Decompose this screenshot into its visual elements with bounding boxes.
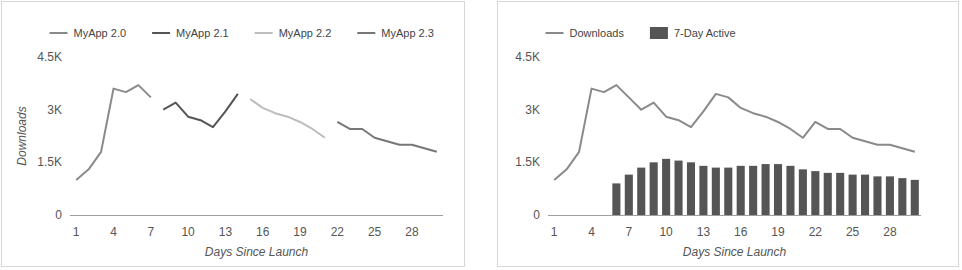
x-tick-label: 10 [181,225,195,239]
legend-swatch [152,32,170,34]
series-line [163,94,238,127]
bar [675,161,683,215]
legend-swatch [650,27,668,39]
bar [799,169,807,215]
legend-label: 7-Day Active [674,27,736,39]
bar [712,168,720,215]
x-tick-label: 25 [846,225,860,239]
x-tick-label: 28 [883,225,897,239]
bar [737,166,745,215]
x-tick-label: 16 [256,225,270,239]
legend-swatch [255,32,273,34]
legend: Downloads 7-Day Active [546,27,736,39]
y-tick-label: 0 [55,208,62,222]
bar [811,171,819,215]
bar [873,176,881,215]
bar [774,164,782,215]
bar [662,159,670,215]
bar [911,180,919,215]
y-tick-label: 1.5K [37,155,62,169]
x-tick-label: 19 [293,225,307,239]
panel-border [2,2,465,267]
x-tick-label: 4 [110,225,117,239]
legend-label: MyApp 2.1 [176,27,229,39]
x-tick-label: 4 [588,225,595,239]
bar [749,166,757,215]
x-axis-title: Days Since Launch [683,245,787,259]
legend-label: MyApp 2.0 [74,27,127,39]
y-tick-label: 0 [533,208,540,222]
bar [898,178,906,215]
y-tick-label: 1.5K [515,155,540,169]
bar [786,166,794,215]
x-tick-label: 7 [625,225,632,239]
legend-swatch [546,32,564,34]
legend-swatch [50,32,68,34]
legend-label: Downloads [570,27,625,39]
bar [625,175,633,215]
legend-swatch [357,32,375,34]
bar [824,173,832,215]
series-line [250,99,325,138]
bar [612,183,620,215]
x-axis-line [70,215,443,216]
bar [637,168,645,215]
x-tick-label: 13 [697,225,711,239]
bar [687,162,695,215]
chart-panel: 0 1.5K 3K 4.5K 1 4 7 10 13 16 19 22 25 28 Days Since L… [2,2,465,267]
bar [849,175,857,215]
panel-border [498,2,959,267]
x-axis-title: Days Since Launch [205,245,309,259]
legend-label: MyApp 2.2 [279,27,332,39]
x-tick-label: 28 [405,225,419,239]
bar [699,166,707,215]
legend-label: MyApp 2.3 [381,27,434,39]
bar [762,164,770,215]
plot-area [554,85,919,215]
x-tick-label: 25 [368,225,382,239]
series-line [337,122,436,152]
x-axis-line [548,215,921,216]
x-tick-label: 22 [809,225,823,239]
legend: MyApp 2.0 MyApp 2.1 MyApp 2.2 MyApp 2.3 [50,27,434,39]
bar [724,168,732,215]
x-tick-label: 10 [659,225,673,239]
series-line [554,85,915,180]
x-tick-label: 1 [73,225,80,239]
y-tick-label: 4.5K [515,50,540,64]
y-tick-label: 4.5K [37,50,62,64]
bar [836,173,844,215]
y-tick-label: 3K [525,103,540,117]
x-tick-label: 16 [734,225,748,239]
chart-panel: 0 1.5K 3K 4.5K 1 4 7 10 13 16 19 22 25 28 Days Since L… [498,2,959,267]
x-tick-label: 13 [219,225,233,239]
bar [886,176,894,215]
series-line [76,85,151,180]
bar [650,162,658,215]
x-tick-label: 19 [771,225,785,239]
bar [861,175,869,215]
figure: 01.5K3K4.5K14710131619222528Days Since L… [0,0,962,270]
x-tick-label: 7 [147,225,154,239]
x-tick-label: 1 [551,225,558,239]
plot-area [76,85,437,180]
x-tick-label: 22 [331,225,345,239]
y-tick-label: 3K [47,103,62,117]
y-axis-title: Downloads [15,106,29,165]
